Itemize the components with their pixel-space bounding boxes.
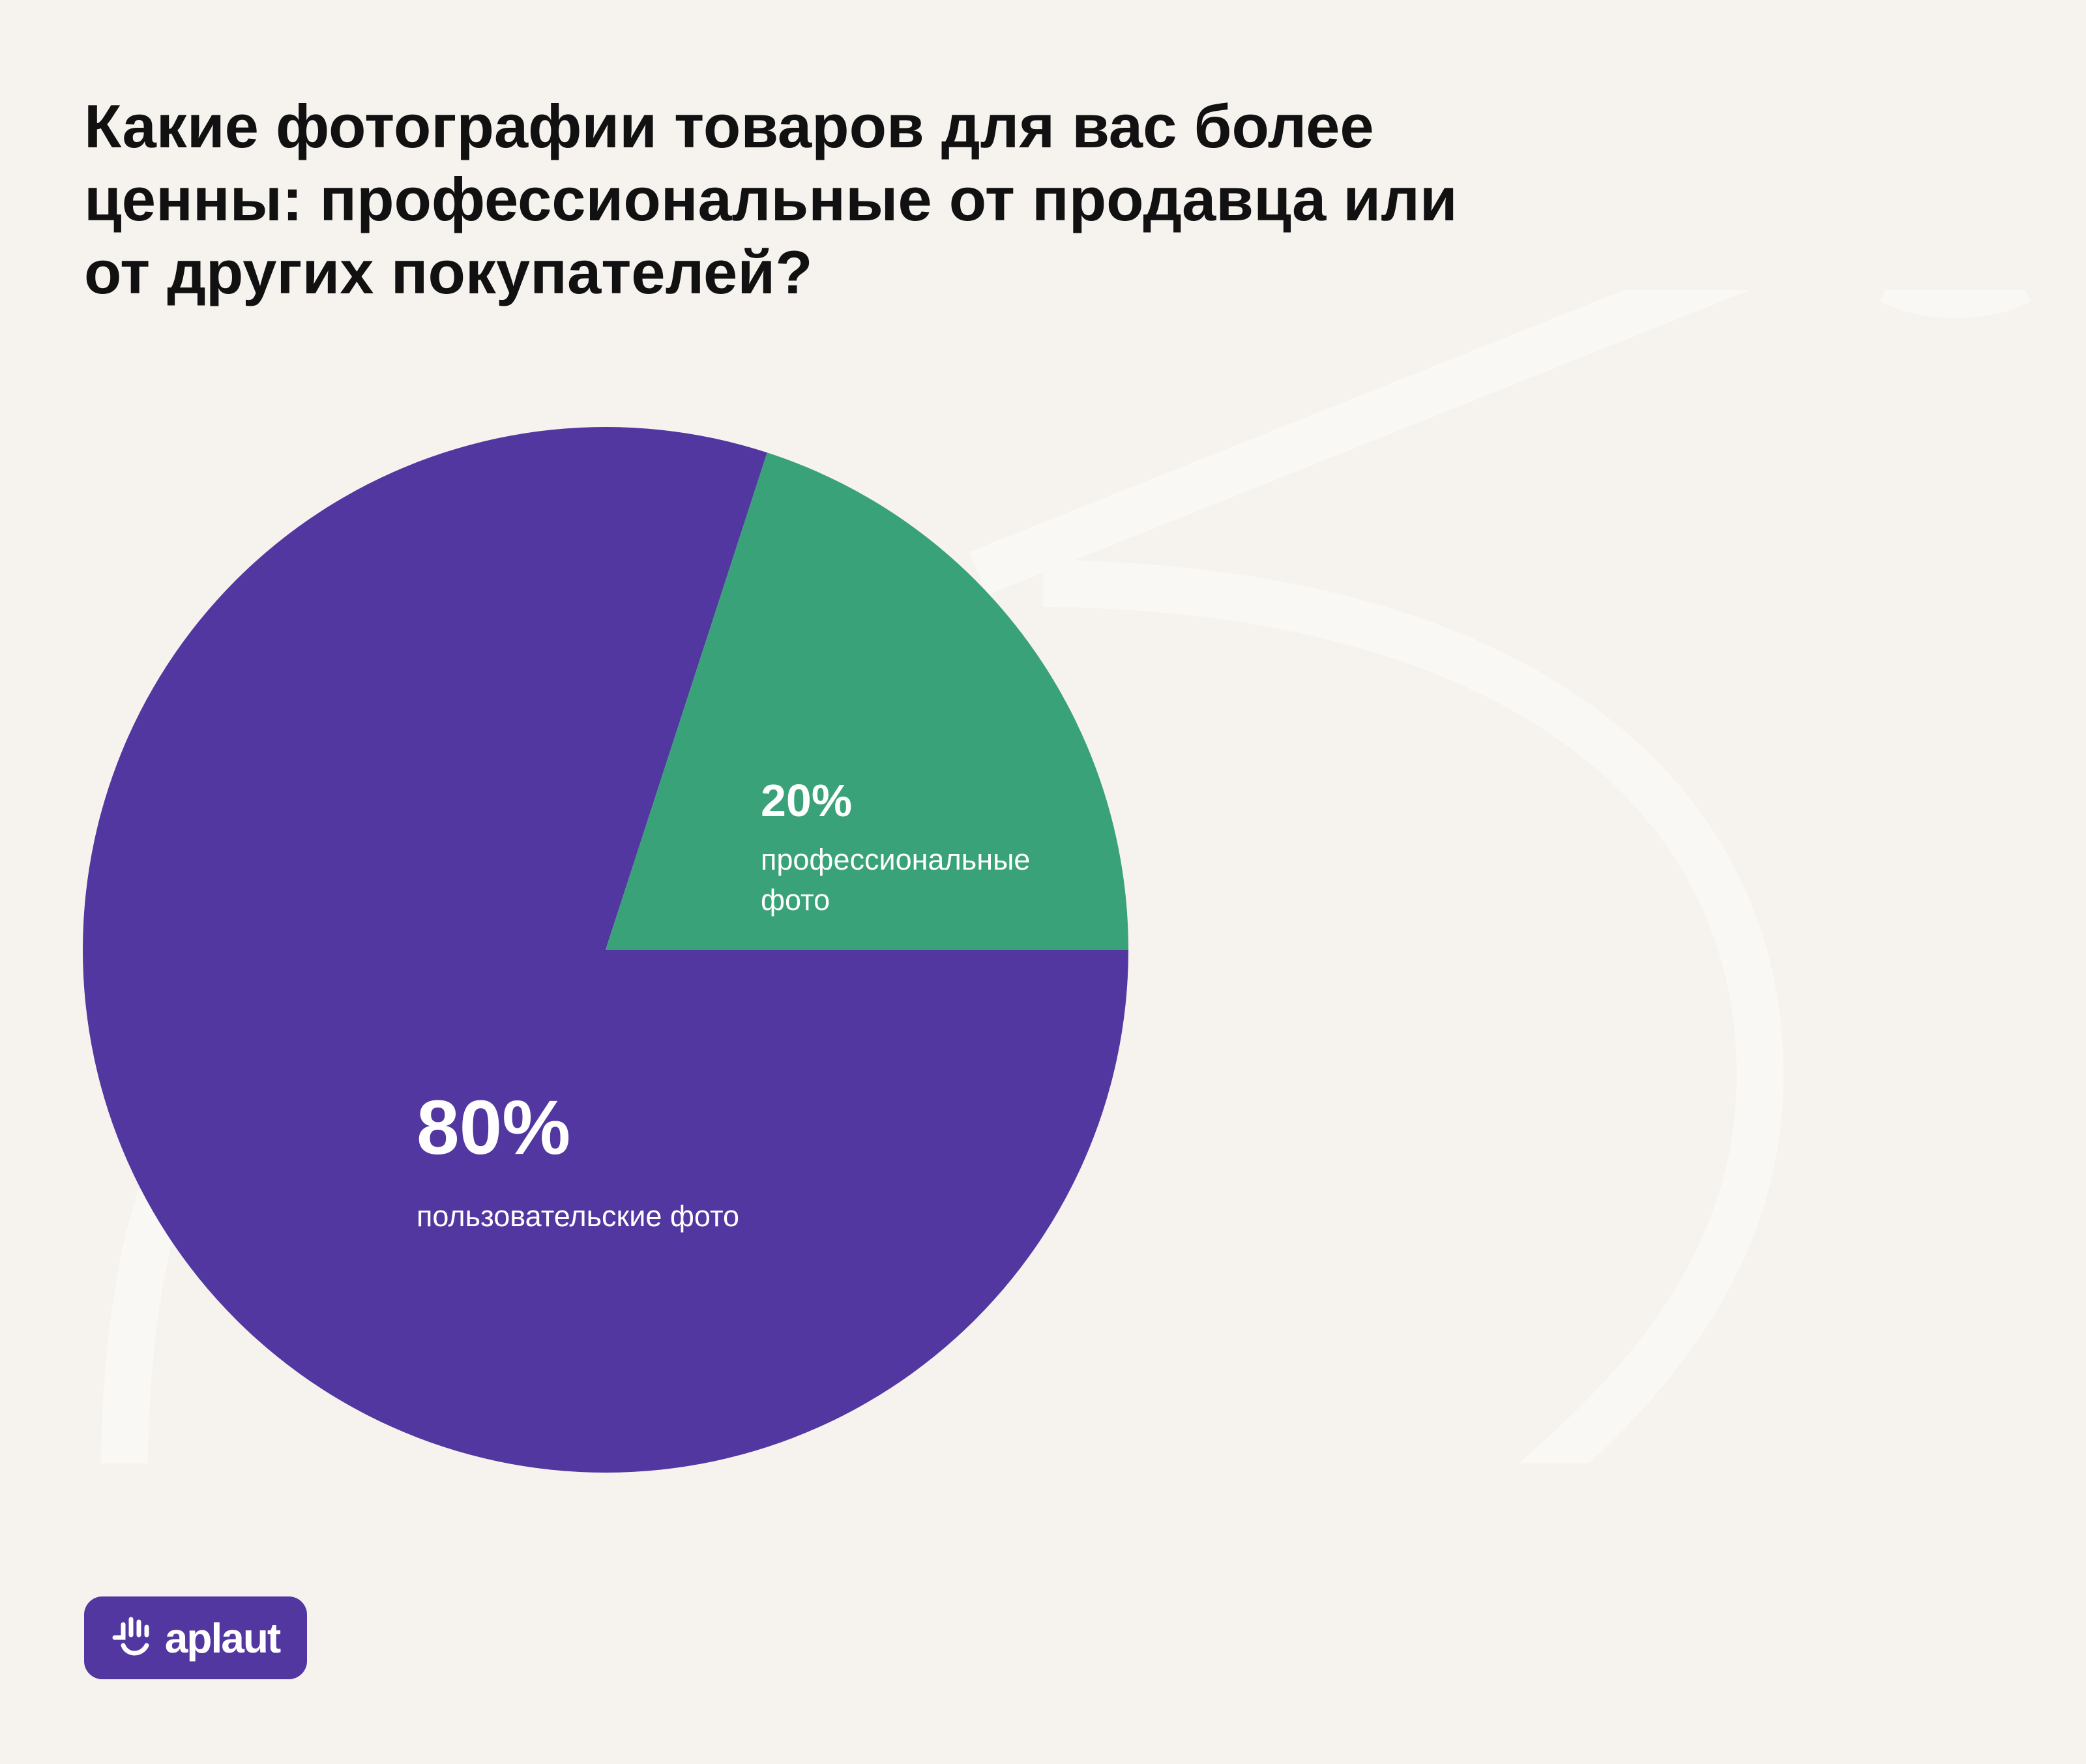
aplaut-logo: aplaut	[84, 1596, 307, 1679]
slice-label-user: 80% пользовательские фото	[417, 1085, 756, 1237]
slice-category-label: пользовательские фото	[417, 1199, 740, 1233]
chart-title: Какие фотографии товаров для вас более ц…	[84, 92, 1458, 306]
slice-value-label: 20%	[761, 775, 853, 826]
slice-value-label: 80%	[417, 1085, 571, 1171]
slice-label-professional: 20% профессиональные фото	[761, 774, 1087, 920]
hand-smile-icon	[112, 1617, 149, 1655]
pie-slice-1	[606, 452, 1129, 950]
slice-category-label: профессиональные фото	[761, 843, 1031, 917]
logo-text: aplaut	[164, 1614, 281, 1662]
